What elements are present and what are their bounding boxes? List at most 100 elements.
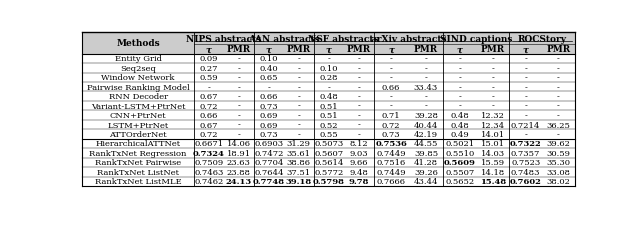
Text: 9.78: 9.78 xyxy=(349,177,369,185)
Text: 9.03: 9.03 xyxy=(349,149,368,157)
Text: 0.7536: 0.7536 xyxy=(375,140,407,148)
Text: 0.5609: 0.5609 xyxy=(444,159,476,167)
Text: 0.48: 0.48 xyxy=(319,93,338,101)
Text: -: - xyxy=(524,112,527,120)
Bar xyxy=(83,120,575,130)
Text: 15.01: 15.01 xyxy=(481,140,505,148)
Text: τ: τ xyxy=(523,45,529,54)
Text: 0.7357: 0.7357 xyxy=(511,149,540,157)
Text: 0.7472: 0.7472 xyxy=(254,149,284,157)
Text: 0.7748: 0.7748 xyxy=(253,177,285,185)
Text: 0.7704: 0.7704 xyxy=(254,159,284,167)
Bar xyxy=(83,130,575,139)
Text: 24.13: 24.13 xyxy=(226,177,252,185)
Text: 0.40: 0.40 xyxy=(259,65,278,73)
Text: -: - xyxy=(298,55,300,63)
Text: NIPS abstracts: NIPS abstracts xyxy=(186,34,261,43)
Text: -: - xyxy=(424,74,428,82)
Text: -: - xyxy=(237,83,240,91)
Text: RNN Decoder: RNN Decoder xyxy=(109,93,168,101)
Text: NSF abstracts: NSF abstracts xyxy=(308,34,379,43)
Text: 0.28: 0.28 xyxy=(319,74,338,82)
Bar xyxy=(83,92,575,101)
Text: -: - xyxy=(557,55,560,63)
Text: 18.91: 18.91 xyxy=(227,149,251,157)
Text: Seq2seq: Seq2seq xyxy=(120,65,156,73)
Bar xyxy=(83,83,575,92)
Text: 0.65: 0.65 xyxy=(259,74,278,82)
Text: 0.69: 0.69 xyxy=(259,121,278,129)
Text: RankTxNet ListNet: RankTxNet ListNet xyxy=(97,168,179,176)
Text: 14.18: 14.18 xyxy=(481,168,505,176)
Bar xyxy=(83,111,575,120)
Text: 37.51: 37.51 xyxy=(287,168,311,176)
Bar xyxy=(83,55,575,64)
Text: 0.5798: 0.5798 xyxy=(313,177,345,185)
Bar xyxy=(83,64,575,73)
Text: -: - xyxy=(557,102,560,110)
Text: -: - xyxy=(557,112,560,120)
Text: Entity Grid: Entity Grid xyxy=(115,55,162,63)
Text: PMR: PMR xyxy=(347,45,371,54)
Text: 38.02: 38.02 xyxy=(547,177,570,185)
Text: ATTOrderNet: ATTOrderNet xyxy=(109,131,167,138)
Text: τ: τ xyxy=(326,45,332,54)
Text: -: - xyxy=(524,102,527,110)
Text: 0.67: 0.67 xyxy=(200,121,218,129)
Text: 0.7644: 0.7644 xyxy=(254,168,284,176)
Text: 40.44: 40.44 xyxy=(414,121,438,129)
Bar xyxy=(83,167,575,177)
Text: 33.43: 33.43 xyxy=(414,83,438,91)
Text: 0.49: 0.49 xyxy=(451,131,469,138)
Text: 0.5652: 0.5652 xyxy=(445,177,474,185)
Text: 23.88: 23.88 xyxy=(227,168,251,176)
Text: 0.67: 0.67 xyxy=(200,93,218,101)
Text: 0.48: 0.48 xyxy=(451,121,469,129)
Bar xyxy=(83,33,575,55)
Text: 0.7516: 0.7516 xyxy=(376,159,406,167)
Text: SIND captions: SIND captions xyxy=(440,34,513,43)
Text: 0.7449: 0.7449 xyxy=(376,149,406,157)
Text: 0.5073: 0.5073 xyxy=(314,140,344,148)
Text: RankTxNet ListMLE: RankTxNet ListMLE xyxy=(95,177,182,185)
Text: 0.6903: 0.6903 xyxy=(254,140,284,148)
Text: -: - xyxy=(492,65,494,73)
Text: 0.66: 0.66 xyxy=(382,83,401,91)
Text: -: - xyxy=(298,65,300,73)
Text: Variant-LSTM+PtrNet: Variant-LSTM+PtrNet xyxy=(91,102,186,110)
Text: 12.32: 12.32 xyxy=(481,112,505,120)
Text: 14.06: 14.06 xyxy=(227,140,251,148)
Text: τ: τ xyxy=(457,45,463,54)
Text: 0.72: 0.72 xyxy=(200,131,218,138)
Text: τ: τ xyxy=(205,45,212,54)
Text: τ: τ xyxy=(388,45,394,54)
Text: 39.26: 39.26 xyxy=(414,168,438,176)
Text: -: - xyxy=(390,55,392,63)
Text: 9.48: 9.48 xyxy=(349,168,368,176)
Bar xyxy=(83,139,575,149)
Text: 0.7324: 0.7324 xyxy=(193,149,225,157)
Text: 0.48: 0.48 xyxy=(451,112,469,120)
Text: 0.09: 0.09 xyxy=(200,55,218,63)
Bar xyxy=(83,101,575,111)
Text: -: - xyxy=(458,102,461,110)
Text: -: - xyxy=(492,55,494,63)
Text: -: - xyxy=(357,83,360,91)
Text: -: - xyxy=(357,112,360,120)
Text: -: - xyxy=(237,74,240,82)
Text: LSTM+PtrNet: LSTM+PtrNet xyxy=(108,121,169,129)
Text: -: - xyxy=(390,102,392,110)
Text: -: - xyxy=(390,93,392,101)
Text: 0.71: 0.71 xyxy=(382,112,401,120)
Text: -: - xyxy=(524,83,527,91)
Text: -: - xyxy=(237,121,240,129)
Text: 0.51: 0.51 xyxy=(319,102,338,110)
Bar xyxy=(83,149,575,158)
Text: 0.5507: 0.5507 xyxy=(445,168,474,176)
Text: -: - xyxy=(390,65,392,73)
Text: 14.01: 14.01 xyxy=(481,131,505,138)
Text: 0.7602: 0.7602 xyxy=(509,177,541,185)
Text: -: - xyxy=(298,83,300,91)
Text: 39.18: 39.18 xyxy=(285,177,312,185)
Text: 0.5614: 0.5614 xyxy=(314,159,344,167)
